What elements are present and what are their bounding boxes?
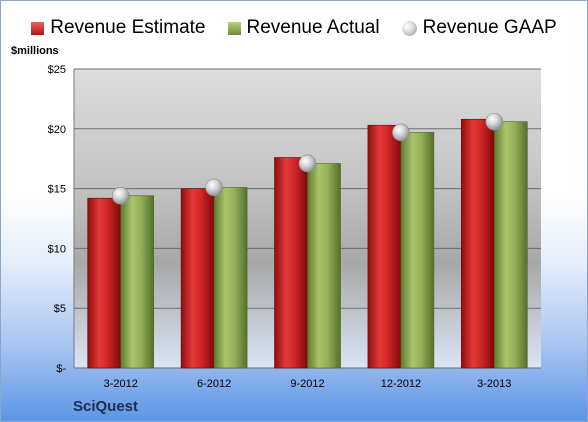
legend-item-actual: Revenue Actual (227, 17, 380, 39)
gaap-marker (392, 123, 410, 142)
gaap-marker (111, 186, 130, 205)
gaap-markers (111, 112, 504, 205)
gaap-marker (298, 154, 317, 173)
bar-estimate (367, 124, 402, 369)
y-tick-label: $- (56, 363, 66, 375)
bar-actual (493, 121, 528, 369)
bar-actual (400, 132, 435, 369)
legend-swatch-actual (227, 21, 241, 35)
chart-legend: Revenue Estimate Revenue Actual Revenue … (1, 17, 587, 39)
legend-swatch-estimate (31, 21, 45, 35)
bar-actual (120, 195, 154, 369)
y-tick-label: $15 (48, 184, 66, 196)
legend-swatch-gaap (401, 20, 417, 36)
y-axis: $- $5 $10 $15 $20 $25 (48, 64, 75, 375)
gaap-marker (205, 178, 223, 197)
y-tick-label: $5 (54, 303, 66, 315)
legend-label-actual: Revenue Actual (246, 17, 380, 38)
legend-label-gaap: Revenue GAAP (422, 17, 557, 38)
y-axis-unit-label: $millions (11, 45, 59, 57)
bars (87, 118, 528, 369)
bar-actual (307, 163, 341, 369)
gaap-marker (485, 112, 504, 131)
x-tick-label: 3-2013 (477, 378, 511, 390)
bar-actual (213, 187, 248, 369)
y-tick-label: $20 (48, 124, 66, 136)
legend-item-gaap: Revenue GAAP (401, 17, 557, 39)
company-name: SciQuest (73, 398, 139, 415)
y-tick-label: $25 (48, 64, 66, 76)
legend-item-estimate: Revenue Estimate (31, 17, 206, 39)
x-tick-label: 9-2012 (290, 378, 324, 390)
x-tick-label: 3-2012 (104, 378, 138, 390)
bar-estimate (460, 118, 495, 369)
y-tick-label: $10 (48, 243, 66, 255)
bar-estimate (87, 197, 121, 369)
bar-estimate (274, 157, 308, 369)
bar-estimate (180, 188, 215, 369)
legend-label-estimate: Revenue Estimate (50, 17, 206, 38)
x-tick-label: 12-2012 (381, 378, 421, 390)
x-tick-label: 6-2012 (197, 378, 231, 390)
x-axis: 3-2012 6-2012 9-2012 12-2012 3-2013 (104, 378, 512, 390)
